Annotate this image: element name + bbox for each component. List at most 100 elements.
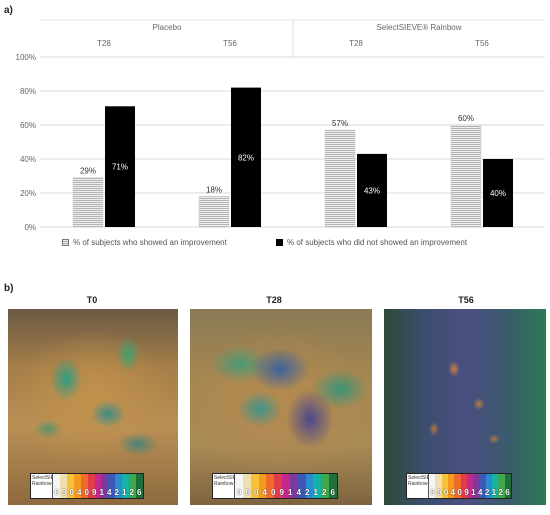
scale-swatch <box>282 474 290 498</box>
group-header: Placebo <box>153 23 182 32</box>
scale-number: 4 <box>477 488 483 497</box>
scale-swatch <box>129 474 137 498</box>
scale-swatch <box>274 474 283 498</box>
data-label: 71% <box>112 163 128 172</box>
data-label: 57% <box>332 119 348 128</box>
bar-no-improvement <box>483 159 513 227</box>
scale-number: 0 <box>237 488 242 497</box>
data-label: 40% <box>490 189 506 198</box>
scale-number: 0 <box>457 488 462 497</box>
skin-photo-t56: SelectSIEVE Rainbow 0 5 0 4 0 9 1 4 2 1 2 6 <box>384 309 546 505</box>
scale-number: 4 <box>296 488 301 497</box>
data-label: 29% <box>80 167 96 176</box>
scale-swatch <box>242 474 251 498</box>
y-tick-label: 20% <box>20 189 36 198</box>
scale-number: 1 <box>491 488 497 497</box>
scale-swatch <box>435 474 442 498</box>
scale-number: 0 <box>54 488 59 497</box>
scale-swatch <box>266 474 275 498</box>
bar-no-improvement <box>105 106 135 227</box>
scale-number: 5 <box>437 488 442 497</box>
scale-swatch <box>498 474 505 498</box>
scale-swatch <box>115 474 123 498</box>
category-label: T28 <box>349 39 363 48</box>
scale-swatch <box>460 474 467 498</box>
scale-number: 1 <box>122 488 127 497</box>
photo-title-t0: T0 <box>86 295 98 305</box>
group-header: SelectSIEVE® Rainbow <box>376 23 461 32</box>
bar-improvement <box>450 124 482 228</box>
color-scale-strip: SelectSIEVE Rainbow 0 5 0 4 0 9 1 4 2 1 2 6 <box>30 473 144 499</box>
scale-swatch <box>80 474 88 498</box>
scale-number: 6 <box>330 488 335 497</box>
photo-title-t56: T56 <box>458 295 474 305</box>
scale-number: 1 <box>313 488 318 497</box>
scale-swatch <box>289 474 298 498</box>
category-label: T28 <box>97 39 111 48</box>
scale-number: 0 <box>271 488 276 497</box>
scale-swatch <box>485 474 493 498</box>
y-tick-label: 40% <box>20 155 36 164</box>
scale-number: 2 <box>114 488 119 497</box>
bar-chart: 0% 20% 40% 60% 80% 100% Placebo SelectSIEVE® Ra… <box>16 19 545 232</box>
scale-swatch <box>321 474 330 498</box>
scale-number: 5 <box>62 488 67 497</box>
scale-number: 5 <box>245 488 250 497</box>
scale-number: 0 <box>254 488 259 497</box>
color-scale-strip: SelectSIEVE Rainbow 0 5 0 4 0 9 1 4 2 1 2 6 <box>212 473 338 499</box>
bar-no-improvement <box>231 87 261 227</box>
panel-b-label: b) <box>4 283 14 294</box>
legend-item-improvement: % of subjects who showed an improvement <box>62 238 227 247</box>
bar-improvement <box>72 177 104 228</box>
scale-swatch <box>87 474 95 498</box>
scale-number: 2 <box>498 488 503 497</box>
scale-logo: SelectSIEVE Rainbow <box>407 474 437 498</box>
skin-photo-t28: SelectSIEVE Rainbow 0 5 0 4 0 9 1 4 2 1 2 6 <box>190 309 372 505</box>
scale-number: 0 <box>84 488 89 497</box>
y-tick-label: 80% <box>20 87 36 96</box>
scale-swatch <box>429 474 436 498</box>
scale-number: 2 <box>322 488 327 497</box>
scale-number: 1 <box>471 488 476 497</box>
scale-number: 0 <box>430 488 435 497</box>
scale-number: 2 <box>484 488 490 497</box>
scale-swatch <box>136 474 143 498</box>
scale-swatch <box>101 474 109 498</box>
y-tick-label: 100% <box>16 53 36 62</box>
scale-swatch <box>108 474 116 498</box>
legend-label-no-improvement: % of subjects who did not showed an impr… <box>287 238 468 247</box>
scale-number: 4 <box>262 488 267 497</box>
scale-number: 1 <box>99 488 104 497</box>
scale-swatch <box>313 474 322 498</box>
y-tick-label: 0% <box>24 223 36 232</box>
color-scale-strip: SelectSIEVE Rainbow 0 5 0 4 0 9 1 4 2 1 2 6 <box>406 473 512 499</box>
scale-number: 0 <box>443 488 449 497</box>
scale-number: 9 <box>92 488 97 497</box>
scale-number: 4 <box>77 488 82 497</box>
scale-number: 6 <box>137 488 142 497</box>
bar-no-improvement <box>357 153 387 227</box>
scale-swatch <box>454 474 461 498</box>
y-tick-label: 60% <box>20 121 36 130</box>
data-label: 60% <box>458 114 474 123</box>
scale-number: 2 <box>305 488 310 497</box>
scale-swatch <box>250 474 259 498</box>
skin-photo-t0: SelectSIEVE Rainbow 0 5 0 4 0 9 1 4 2 1 2 6 <box>8 309 178 505</box>
data-label: 82% <box>238 153 254 162</box>
legend-label-improvement: % of subjects who showed an improvement <box>73 238 227 247</box>
scale-number: 4 <box>450 488 456 497</box>
scale-swatch <box>258 474 267 498</box>
scale-swatch <box>504 474 512 498</box>
scale-number: 2 <box>129 488 134 497</box>
scale-number: 0 <box>69 488 74 497</box>
photo-title-t28: T28 <box>266 295 282 305</box>
scale-swatch <box>235 474 243 498</box>
data-label: 43% <box>364 186 380 195</box>
scale-logo: SelectSIEVE Rainbow <box>213 474 243 498</box>
scale-swatch <box>447 474 455 498</box>
scale-number: 4 <box>107 488 112 497</box>
scale-swatch <box>59 474 67 498</box>
panel-a-label: a) <box>4 5 13 16</box>
scale-number: 9 <box>464 488 469 497</box>
scale-swatch <box>479 474 486 498</box>
